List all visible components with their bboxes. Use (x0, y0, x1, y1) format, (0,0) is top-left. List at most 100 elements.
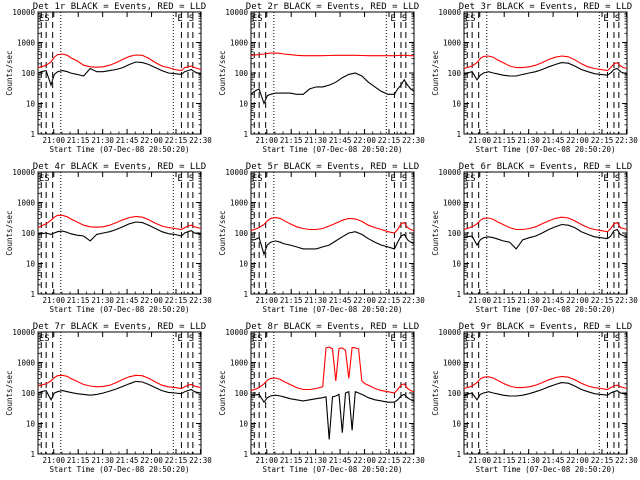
y-tick-label: 100 (21, 69, 35, 78)
chart-panel-9: Det 9r BLACK = Events, RED = LLD 1 10 100 10… (431, 322, 638, 474)
y-tick-label: 10 (26, 420, 36, 429)
y-tick-label: 1 (456, 130, 461, 139)
y-tick-label: 100 (21, 389, 35, 398)
y-tick-label: 10 (26, 260, 36, 269)
x-tick-label: 21:15 (493, 296, 516, 305)
x-tick-label: 21:30 (517, 456, 540, 465)
flag-label-s: S (615, 334, 620, 344)
y-tick-label: 10000 (225, 168, 248, 177)
y-tick-label: 10000 (12, 168, 35, 177)
x-tick-label: 22:15 (378, 456, 401, 465)
chart-panel-1: Det 1r BLACK = Events, RED = LLD 1 10 100 10… (5, 2, 212, 154)
x-tick-label: 21:15 (280, 296, 303, 305)
x-tick-label: 22:15 (591, 136, 614, 145)
flag-label-es: ES (252, 14, 263, 24)
y-tick-label: 1000 (230, 359, 249, 368)
flag-label-es: ES (465, 334, 476, 344)
series-line-events (37, 61, 202, 87)
x-tick-label: 22:15 (165, 456, 188, 465)
chart-panel-4: Det 4r BLACK = Events, RED = LLD 1 10 100 10… (5, 162, 212, 314)
y-tick-label: 10 (452, 100, 462, 109)
x-axis-label: Start Time (07-Dec-08 20:50:20) (263, 465, 403, 474)
x-tick-label: 21:00 (468, 136, 491, 145)
y-axis-label: Counts/sec (431, 50, 440, 95)
y-tick-label: 10000 (225, 8, 248, 17)
x-tick-label: 22:30 (189, 296, 212, 305)
y-tick-label: 100 (234, 69, 248, 78)
y-tick-label: 1 (30, 130, 35, 139)
y-tick-label: 100 (447, 69, 461, 78)
chart-title: Det 2r BLACK = Events, RED = LLD (246, 2, 419, 12)
y-axis-label: Counts/sec (431, 210, 440, 255)
series-line-lld (463, 55, 628, 72)
x-tick-label: 22:00 (140, 456, 163, 465)
y-axis-label: Counts/sec (5, 370, 14, 415)
flag-label-e: E (603, 174, 608, 184)
x-axis-label: Start Time (07-Dec-08 20:50:20) (50, 305, 190, 314)
flag-label-es: ES (39, 334, 50, 344)
flag-label-es: ES (39, 174, 50, 184)
y-tick-label: 10 (26, 100, 36, 109)
x-tick-label: 21:00 (255, 296, 278, 305)
series-line-events (250, 390, 415, 440)
y-tick-label: 1000 (17, 199, 36, 208)
x-tick-label: 22:30 (402, 136, 425, 145)
flag-label-e: E (390, 334, 395, 344)
x-tick-label: 21:30 (91, 456, 114, 465)
y-axis-label: Counts/sec (218, 210, 227, 255)
flag-label-s: S (402, 174, 407, 184)
series-line-lld (37, 374, 202, 390)
x-tick-label: 21:15 (280, 136, 303, 145)
x-axis-label: Start Time (07-Dec-08 20:50:20) (263, 145, 403, 154)
y-axis-label: Counts/sec (218, 50, 227, 95)
x-tick-label: 22:15 (591, 296, 614, 305)
y-tick-label: 1000 (443, 199, 462, 208)
x-tick-label: 21:15 (67, 136, 90, 145)
series-line-events (250, 72, 415, 106)
flag-label-es: ES (39, 14, 50, 24)
y-tick-label: 10000 (12, 328, 35, 337)
x-axis-label: Start Time (07-Dec-08 20:50:20) (476, 305, 616, 314)
x-tick-label: 22:15 (591, 456, 614, 465)
x-tick-label: 21:15 (67, 296, 90, 305)
x-tick-label: 21:00 (42, 296, 65, 305)
x-tick-label: 22:30 (189, 456, 212, 465)
x-tick-label: 21:30 (91, 296, 114, 305)
x-tick-label: 21:15 (280, 456, 303, 465)
flag-label-e: E (603, 14, 608, 24)
flag-label-e: E (177, 334, 182, 344)
flag-label-e: E (177, 174, 182, 184)
x-tick-label: 22:30 (402, 296, 425, 305)
x-tick-label: 21:45 (329, 136, 352, 145)
x-tick-label: 21:45 (116, 296, 139, 305)
flag-label-s: S (189, 334, 194, 344)
y-tick-label: 100 (447, 389, 461, 398)
chart-title: Det 3r BLACK = Events, RED = LLD (459, 2, 632, 12)
series-line-lld (250, 52, 414, 57)
series-line-lld (37, 53, 202, 72)
chart-panel-5: Det 5r BLACK = Events, RED = LLD 1 10 100 10… (218, 162, 425, 314)
y-axis-label: Counts/sec (218, 370, 227, 415)
y-tick-label: 1000 (17, 359, 36, 368)
chart-panel-2: Det 2r BLACK = Events, RED = LLD 1 10 100 10… (218, 2, 425, 154)
x-tick-label: 22:00 (566, 296, 589, 305)
y-tick-label: 10 (452, 260, 462, 269)
x-tick-label: 22:00 (140, 296, 163, 305)
x-tick-label: 22:30 (615, 296, 638, 305)
x-tick-label: 21:45 (329, 456, 352, 465)
x-tick-label: 21:45 (542, 456, 565, 465)
chart-title: Det 8r BLACK = Events, RED = LLD (246, 322, 419, 332)
x-axis-label: Start Time (07-Dec-08 20:50:20) (263, 305, 403, 314)
x-tick-label: 21:45 (542, 136, 565, 145)
series-line-events (251, 231, 415, 257)
y-tick-label: 1000 (230, 39, 249, 48)
x-tick-label: 22:30 (615, 136, 638, 145)
x-tick-label: 22:15 (378, 136, 401, 145)
flag-label-e: E (390, 14, 395, 24)
series-line-events (463, 382, 628, 401)
x-tick-label: 22:00 (353, 456, 376, 465)
x-tick-label: 21:30 (91, 136, 114, 145)
x-tick-label: 21:00 (42, 456, 65, 465)
x-tick-label: 21:15 (493, 136, 516, 145)
